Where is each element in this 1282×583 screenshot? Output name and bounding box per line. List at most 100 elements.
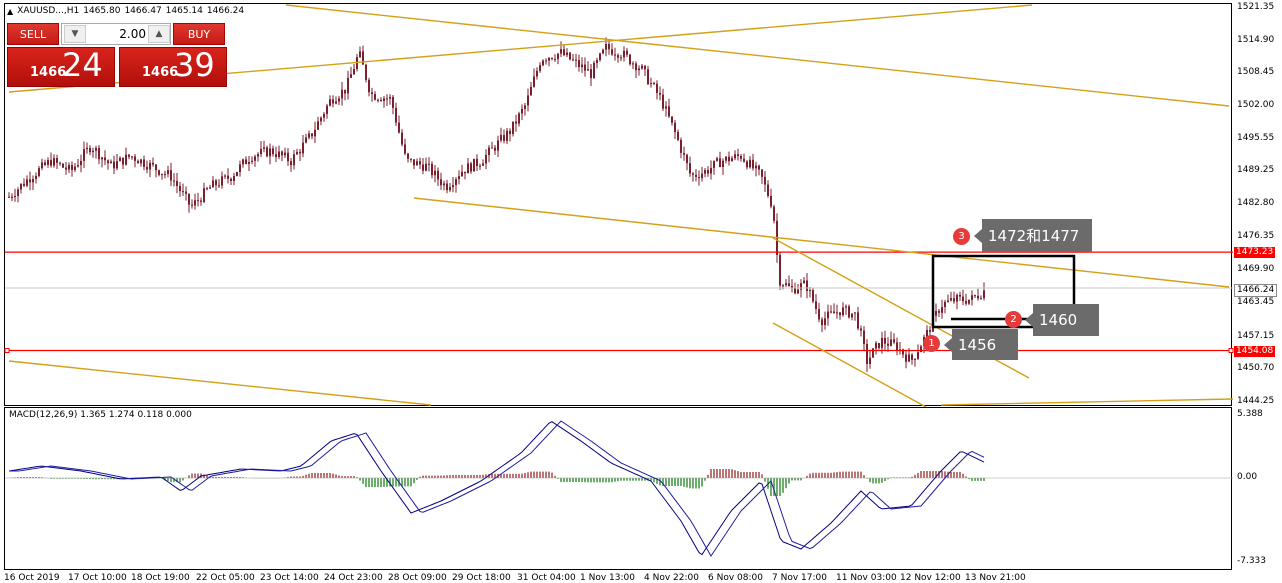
trend-line	[772, 322, 927, 408]
candle-body	[686, 154, 688, 164]
buy-price-pips: 39	[174, 46, 215, 84]
trend-line	[940, 398, 1234, 406]
candle-body	[773, 206, 775, 221]
ohlc-low: 1465.14	[165, 6, 203, 16]
candle-body	[926, 329, 928, 337]
candle-body	[269, 148, 271, 157]
candle-body	[101, 157, 103, 160]
candle-body	[419, 161, 421, 165]
candle-body	[167, 170, 169, 174]
sell-price-quote[interactable]: 1466 24	[7, 46, 115, 87]
macd-tick-min: -7.333	[1237, 556, 1267, 566]
candle-body	[902, 349, 904, 355]
symbol-header: ▲ XAUUSD...,H1 1465.80 1466.47 1465.14 1…	[7, 6, 244, 16]
candle-body	[191, 204, 193, 206]
candle-body	[785, 283, 787, 286]
candle-body	[236, 172, 238, 177]
candle-body	[854, 312, 856, 314]
candle-body	[983, 290, 985, 299]
candle-body	[401, 132, 403, 145]
candle-body	[209, 187, 211, 189]
candle-body	[221, 176, 223, 186]
candle-body	[416, 161, 418, 166]
candle-body	[977, 295, 979, 299]
candle-body	[590, 69, 592, 79]
candle-body	[866, 343, 868, 364]
candle-body	[593, 62, 595, 79]
candle-body	[974, 295, 976, 297]
candle-body	[560, 49, 562, 54]
lot-increase-icon[interactable]: ▲	[148, 25, 170, 43]
candle-body	[395, 107, 397, 123]
lot-size-value[interactable]: 2.00	[119, 27, 146, 41]
candle-body	[473, 158, 475, 172]
triangle-up-icon[interactable]: ▲	[7, 6, 14, 16]
sell-price-prefix: 1466	[30, 65, 67, 80]
buy-price-quote[interactable]: 1466 39	[119, 46, 227, 87]
candle-body	[536, 70, 538, 77]
current-price-badge: 1466.24	[1234, 284, 1278, 297]
candle-body	[254, 156, 256, 161]
candle-body	[434, 170, 436, 176]
candle-body	[752, 159, 754, 169]
candle-body	[824, 318, 826, 326]
lot-size-field[interactable]: ▼ 2.00 ▲	[61, 23, 171, 45]
candle-body	[461, 171, 463, 177]
candle-body	[314, 129, 316, 137]
candle-body	[281, 151, 283, 156]
candle-body	[740, 156, 742, 159]
candle-body	[32, 179, 34, 183]
buy-button[interactable]: BUY	[173, 23, 225, 45]
candle-body	[947, 300, 949, 302]
candle-body	[668, 106, 670, 117]
candle-body	[116, 161, 118, 169]
candle-body	[527, 95, 529, 106]
trend-line	[413, 197, 1230, 288]
ohlc-open: 1465.80	[83, 6, 121, 16]
candle-body	[329, 99, 331, 106]
candle-body	[509, 130, 511, 134]
candle-body	[797, 289, 799, 294]
candle-body	[515, 121, 517, 124]
candle-body	[143, 159, 145, 167]
candle-body	[23, 183, 25, 186]
candle-body	[440, 179, 442, 186]
time-tick: 29 Oct 18:00	[452, 573, 511, 583]
candle-body	[812, 290, 814, 302]
lot-decrease-icon[interactable]: ▼	[64, 25, 86, 43]
candle-body	[305, 137, 307, 143]
candle-body	[491, 147, 493, 149]
time-tick: 23 Oct 14:00	[260, 573, 319, 583]
candle-body	[287, 152, 289, 162]
candle-body	[392, 97, 394, 108]
candle-body	[506, 130, 508, 141]
sell-button[interactable]: SELL	[7, 23, 59, 45]
annotation-marker-1: 1	[923, 335, 940, 352]
candle-body	[284, 152, 286, 156]
candle-body	[332, 99, 334, 104]
candle-body	[230, 178, 232, 181]
candle-body	[848, 306, 850, 318]
candle-body	[641, 65, 643, 69]
candle-body	[323, 113, 325, 118]
candle-body	[917, 352, 919, 359]
candle-body	[734, 154, 736, 159]
candle-body	[719, 158, 721, 168]
candle-body	[224, 175, 226, 177]
candle-body	[74, 166, 76, 170]
price-tick: 1469.90	[1237, 264, 1275, 274]
candle-body	[896, 342, 898, 351]
candle-body	[488, 147, 490, 156]
candle-body	[218, 185, 220, 187]
candle-body	[152, 162, 154, 165]
candle-body	[290, 161, 292, 166]
candle-body	[386, 98, 388, 100]
candle-body	[638, 68, 640, 71]
candle-body	[908, 354, 910, 362]
candle-body	[245, 159, 247, 165]
candle-body	[68, 164, 70, 170]
candle-body	[377, 99, 379, 101]
candle-body	[764, 176, 766, 185]
macd-pane[interactable]	[4, 407, 1233, 570]
candle-body	[299, 151, 301, 154]
